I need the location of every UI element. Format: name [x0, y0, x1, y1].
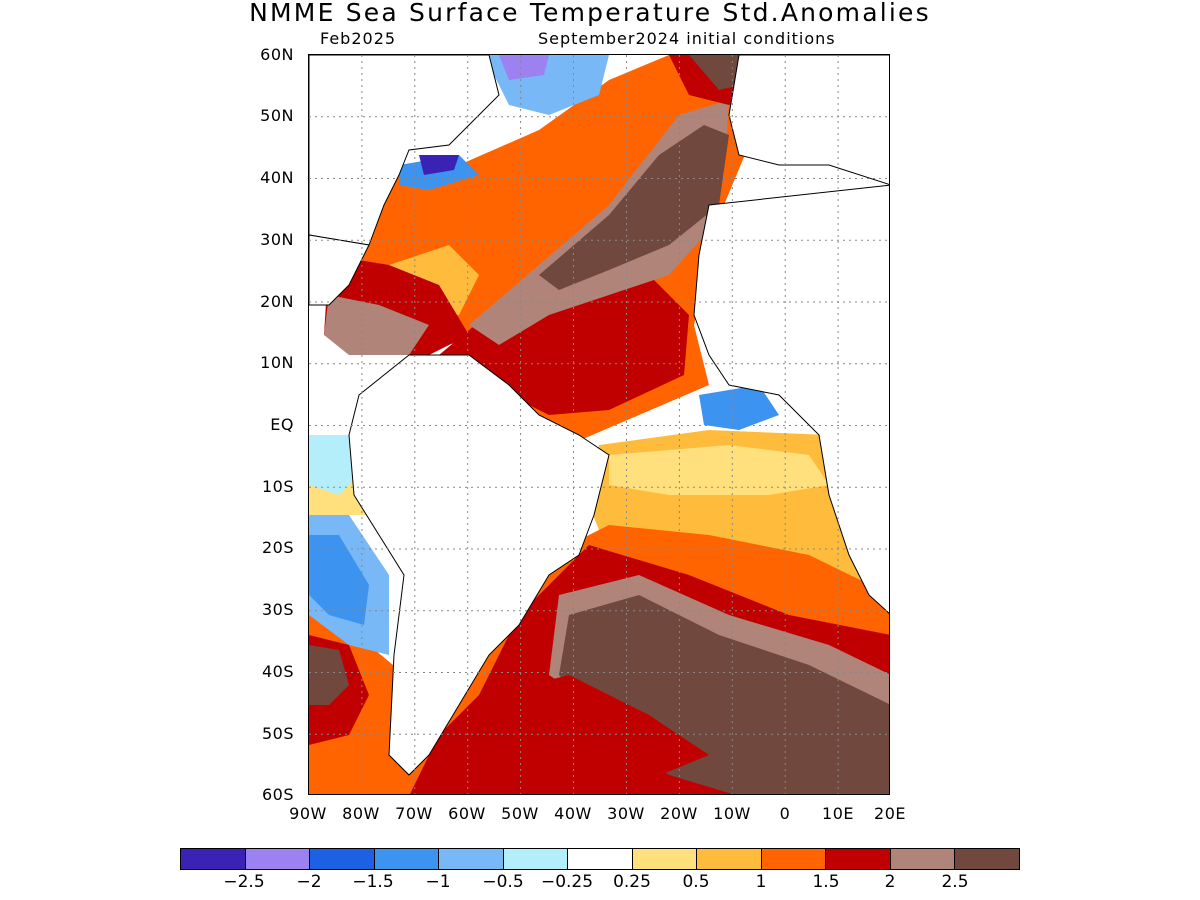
lon-label-10e: 10E — [822, 804, 854, 823]
lat-label-50s: 50S — [261, 724, 294, 743]
na-darkbrown-band — [539, 125, 729, 290]
lat-label-30n: 30N — [260, 230, 294, 249]
lat-label-10n: 10N — [260, 353, 294, 372]
lon-label-20e: 20E — [874, 804, 906, 823]
colorbar-label: −1.5 — [352, 872, 394, 892]
lat-label-30s: 30S — [261, 600, 294, 619]
lat-label-eq: EQ — [270, 415, 294, 434]
colorbar-label: −2.5 — [223, 872, 265, 892]
lat-label-40s: 40S — [261, 662, 294, 681]
colorbar-label: 2 — [884, 872, 896, 892]
colorbar-label: 1 — [755, 872, 767, 892]
colorbar-label: −2 — [296, 872, 322, 892]
lat-label-50n: 50N — [260, 106, 294, 125]
colorbar-swatch — [632, 849, 698, 869]
lon-label-10w: 10W — [713, 804, 751, 823]
sa-pale-tropics — [609, 445, 829, 495]
land — [309, 55, 889, 776]
colorbar-swatch — [955, 849, 1019, 869]
lon-label-0: 0 — [779, 804, 791, 823]
colorbar-swatch — [826, 849, 891, 869]
colorbar-swatch — [761, 849, 827, 869]
lon-label-70w: 70W — [395, 804, 433, 823]
sst-anomaly-map — [308, 54, 890, 795]
colorbar-label: 1.5 — [812, 872, 840, 892]
colorbar-label: −1 — [425, 872, 451, 892]
lat-label-20n: 20N — [260, 292, 294, 311]
lon-label-40w: 40W — [554, 804, 592, 823]
colorbar-swatch — [245, 849, 311, 869]
land-central-america — [309, 234, 370, 306]
na-indigo-coast — [419, 155, 459, 175]
colorbar-swatch — [503, 849, 569, 869]
lon-label-20w: 20W — [660, 804, 698, 823]
colorbar-label: −0.25 — [540, 872, 594, 892]
sa-cyan-pacific — [309, 435, 359, 495]
lat-label-10s: 10S — [261, 477, 294, 496]
lon-label-80w: 80W — [342, 804, 380, 823]
sa-cooler-pacific — [309, 535, 369, 625]
na-brown-caribbean — [324, 295, 429, 355]
lon-label-50w: 50W — [501, 804, 539, 823]
colorbar-swatch — [890, 849, 956, 869]
initial-conditions-label: September2024 initial conditions — [538, 29, 836, 48]
land-africa — [693, 184, 889, 614]
lat-label-20s: 20S — [261, 538, 294, 557]
colorbar-swatch — [181, 849, 246, 869]
colorbar-label: −0.5 — [482, 872, 524, 892]
colorbar-swatch — [568, 849, 633, 869]
lat-label-40n: 40N — [260, 168, 294, 187]
sa-brown-southwest — [309, 645, 349, 705]
lon-label-90w: 90W — [289, 804, 327, 823]
colorbar-swatch — [374, 849, 440, 869]
graticule — [309, 55, 889, 794]
na-gulf-guinea-blue — [699, 385, 779, 430]
lat-label-60n: 60N — [260, 45, 294, 64]
colorbar-swatch — [310, 849, 375, 869]
valid-month-label: Feb2025 — [320, 29, 397, 48]
map-title: NMME Sea Surface Temperature Std.Anomali… — [249, 0, 931, 27]
land-south-america — [348, 354, 610, 776]
lat-label-60s: 60S — [261, 785, 294, 804]
land-europe — [728, 55, 889, 185]
colorbar-swatch — [697, 849, 762, 869]
colorbar-label: 2.5 — [941, 872, 969, 892]
colorbar-swatch — [439, 849, 504, 869]
colorbar — [180, 848, 1020, 870]
lon-label-30w: 30W — [607, 804, 645, 823]
lon-label-60w: 60W — [448, 804, 486, 823]
na-purple-north — [499, 55, 549, 80]
colorbar-label: 0.5 — [682, 872, 710, 892]
colorbar-label: 0.25 — [613, 872, 651, 892]
map-graphics — [309, 55, 889, 794]
